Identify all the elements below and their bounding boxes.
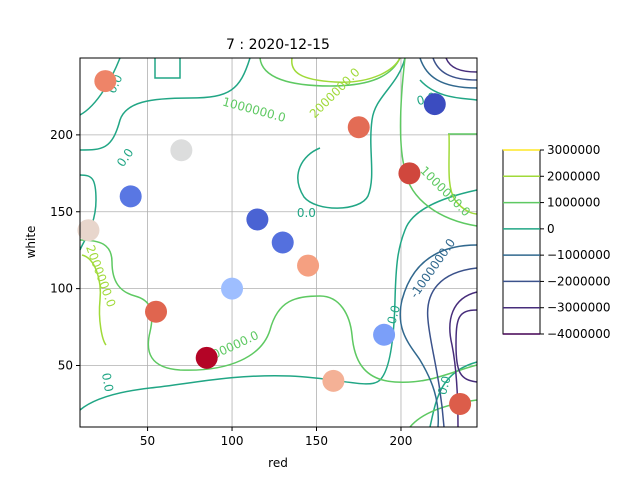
contour-line <box>79 239 478 383</box>
x-axis-ticks: 50 100 150 200 <box>140 427 412 448</box>
scatter-point <box>221 277 244 300</box>
colorbar-frame <box>502 149 541 335</box>
contour-line <box>445 57 478 73</box>
y-tick-label: 200 <box>50 128 73 142</box>
scatter-point <box>119 185 142 208</box>
x-axis-label: red <box>268 456 288 470</box>
colorbar-tick-label: −1000000 <box>547 248 611 262</box>
y-tick-label: 50 <box>58 359 73 373</box>
contour-labels: 0.01000000.02000000.00.00.00.01000000.02… <box>83 65 473 396</box>
scatter-point <box>297 254 320 277</box>
contour-line <box>432 57 478 81</box>
scatter-point <box>449 392 472 415</box>
y-axis-label: white <box>24 226 38 259</box>
scatter-point <box>322 369 345 392</box>
scatter-point <box>170 139 193 162</box>
colorbar-tick-label: 2000000 <box>547 169 600 183</box>
x-tick-label: 150 <box>305 434 328 448</box>
colorbar-tick-label: −2000000 <box>547 274 611 288</box>
contour-line <box>426 267 478 428</box>
x-tick-label: 50 <box>140 434 155 448</box>
contour-line <box>259 57 401 87</box>
y-axis-ticks: 50 100 150 200 <box>50 128 80 373</box>
scatter-point <box>195 346 218 369</box>
scatter-point <box>347 116 370 139</box>
scatter-point <box>94 70 117 93</box>
scatter-point <box>271 231 294 254</box>
contour-line <box>79 57 251 151</box>
scatter-point <box>373 323 396 346</box>
scatter-point <box>246 208 269 231</box>
colorbar: 3000000 2000000 1000000 0 −1000000 −2000000 −3… <box>502 143 611 341</box>
plot-area: 0.0 1000000.0 2000000.0 0.0 0.0 0.0 1000000.0 2… <box>50 57 478 448</box>
contour-label: 0.0 <box>99 372 116 393</box>
scatter-point <box>398 162 421 185</box>
scatter-point <box>145 300 168 323</box>
y-tick-label: 100 <box>50 282 73 296</box>
contour-line <box>81 254 107 346</box>
contour-label: 2000000.0 <box>307 65 363 121</box>
colorbar-tick-label: 3000000 <box>547 143 600 157</box>
contour-label: 1000000.0 <box>221 95 287 125</box>
contour-line <box>419 57 478 89</box>
contour-line <box>429 361 478 428</box>
x-tick-label: 200 <box>390 434 413 448</box>
plot-frame <box>79 57 478 428</box>
contour-line <box>291 57 401 83</box>
contour-line <box>154 58 181 79</box>
scatter-point <box>423 93 446 116</box>
contour-line <box>79 189 478 411</box>
contour-line <box>297 57 406 209</box>
colorbar-tick-label: 1000000 <box>547 196 600 210</box>
contour-label: 0.0 <box>114 146 136 170</box>
contour-line <box>399 244 478 428</box>
colorbar-tick-label: 0 <box>547 222 555 236</box>
colorbar-tick-label: −4000000 <box>547 327 611 341</box>
contour-label: 0.0 <box>435 374 453 396</box>
y-tick-label: 150 <box>50 205 73 219</box>
colorbar-tick-label: −3000000 <box>547 301 611 315</box>
contour-line <box>448 133 478 215</box>
contour-label: 1000000.0 <box>417 164 473 220</box>
contour-line <box>419 79 478 101</box>
x-tick-label: 100 <box>221 434 244 448</box>
contour-lines <box>79 57 478 428</box>
scatter-point <box>77 219 100 242</box>
contour-label: 0.0 <box>385 304 403 326</box>
chart-title: 7 : 2020-12-15 <box>226 37 330 53</box>
contour-line <box>455 309 478 383</box>
scatter-points <box>77 70 472 415</box>
contour-label: 0.0 <box>297 206 316 220</box>
